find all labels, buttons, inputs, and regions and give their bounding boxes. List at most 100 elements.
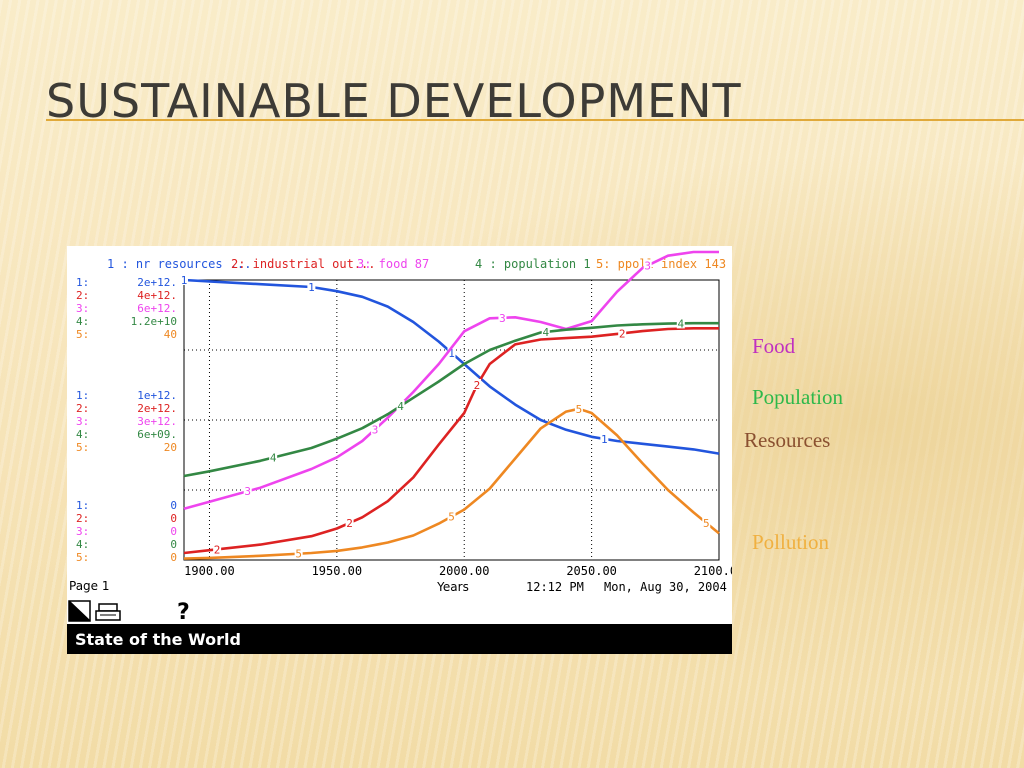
- scale-middle-label-4: 4:: [76, 428, 89, 441]
- timestamp-date: Mon, Aug 30, 2004: [604, 580, 727, 594]
- scale-bottom-label-1: 1:: [76, 499, 89, 512]
- scale-bottom-label-4: 4:: [76, 538, 89, 551]
- series-marker-pollution-0: 5: [295, 548, 302, 561]
- series-marker-resources-1: 1: [308, 281, 315, 294]
- scale-bottom: 1: 2: 3: 4: 5: 0 0 0 0 0: [76, 499, 177, 564]
- series-marker-bg-population-0: [269, 451, 278, 463]
- series-marker-bg-pollution-3: [702, 516, 711, 528]
- series-marker-food-2: 3: [499, 312, 506, 325]
- legend-entry-food: 3: food 87: [357, 257, 429, 271]
- series-marker-pollution-1: 5: [448, 511, 455, 524]
- series-marker-bg-industrial-2: [472, 379, 481, 390]
- series-marker-food-0: 3: [244, 485, 251, 498]
- side-label-pollution: Pollution: [752, 530, 830, 554]
- series-marker-population-0: 4: [270, 452, 277, 465]
- series-marker-population-1: 4: [397, 400, 404, 413]
- series-line-pollution: [183, 407, 720, 560]
- scale-bottom-label-3: 3:: [76, 525, 89, 538]
- stella-graph: 1 : nr resources ... 2: industrial out..…: [67, 250, 732, 654]
- scale-bottom-label-2: 2:: [76, 512, 89, 525]
- series-marker-bg-food-0: [243, 485, 252, 497]
- series-marker-bg-population-3: [676, 317, 685, 329]
- series-marker-pollution-3: 5: [703, 517, 710, 530]
- grid: [184, 280, 719, 560]
- series-marker-population-2: 4: [542, 326, 549, 339]
- scale-top-label-1: 1:: [76, 276, 89, 289]
- x-tick-label-2100: 2100.00: [694, 564, 732, 578]
- scale-middle-value-2: 2e+12.: [137, 402, 177, 415]
- series-marker-food-1: 3: [372, 423, 379, 436]
- scale-top-label-3: 3:: [76, 302, 89, 315]
- series-marker-industrial-2: 2: [474, 379, 481, 392]
- scale-bottom-value-4: 0: [170, 538, 177, 551]
- scale-top-value-4: 1.2e+10: [131, 315, 177, 328]
- graph-pad-icon[interactable]: [68, 600, 91, 622]
- side-label-food: Food: [752, 334, 796, 358]
- scale-top-value-3: 6e+12.: [137, 302, 177, 315]
- title-rule: [46, 119, 1024, 121]
- series-marker-bg-pollution-0: [294, 547, 303, 559]
- scale-top-value-5: 40: [164, 328, 177, 341]
- series-marker-bg-population-1: [396, 400, 405, 411]
- timestamp-time: 12:12 PM: [526, 580, 584, 594]
- scale-middle-label-5: 5:: [76, 441, 89, 454]
- legend-entry-industrial: 2: industrial out...: [231, 257, 376, 271]
- series-marker-bg-industrial-3: [618, 327, 627, 339]
- series-marker-industrial-1: 2: [346, 517, 353, 530]
- series-marker-industrial-0: 2: [214, 543, 221, 556]
- series-layer: 1 1 1 1 2 2 2 2 3 3 3 3 4 4 4 4 5 5 5 5: [180, 250, 720, 561]
- series-marker-bg-food-2: [498, 311, 507, 323]
- scale-bottom-value-5: 0: [170, 551, 177, 564]
- scale-top-label-5: 5:: [76, 328, 89, 341]
- x-tick-label-2000: 2000.00: [439, 564, 490, 578]
- side-label-resources: Resources: [744, 428, 831, 452]
- series-marker-bg-industrial-0: [213, 543, 222, 555]
- series-marker-resources-2: 1: [448, 347, 455, 360]
- scale-middle: 1: 2: 3: 4: 5: 1e+12. 2e+12. 3e+12. 6e+0…: [76, 389, 177, 454]
- scale-top-value-2: 4e+12.: [137, 289, 177, 302]
- series-line-food: [183, 250, 719, 510]
- scale-top-value-1: 2e+12.: [137, 276, 177, 289]
- series-marker-bg-industrial-1: [345, 516, 354, 528]
- series-marker-population-3: 4: [677, 317, 684, 330]
- scale-top-label-4: 4:: [76, 315, 89, 328]
- series-line-population: [183, 321, 719, 478]
- legend: 1 : nr resources ... 2: industrial out..…: [107, 257, 726, 271]
- side-label-population: Population: [752, 385, 844, 409]
- scale-bottom-value-1: 0: [170, 499, 177, 512]
- series-marker-bg-food-3: [643, 259, 652, 271]
- scale-middle-label-2: 2:: [76, 402, 89, 415]
- series-marker-bg-food-1: [371, 423, 380, 435]
- x-tick-label-2050: 2050.00: [566, 564, 617, 578]
- series-marker-bg-pollution-2: [574, 402, 583, 414]
- x-ticks: 1900.00 1950.00 2000.00 2050.00 2100.00: [184, 564, 732, 578]
- series-marker-resources-0: 1: [181, 274, 188, 287]
- scale-bottom-value-3: 0: [170, 525, 177, 538]
- status-title: State of the World: [75, 630, 241, 649]
- series-marker-resources-3: 1: [601, 433, 608, 446]
- series-marker-bg-resources-3: [600, 432, 609, 444]
- scale-middle-value-5: 20: [164, 441, 177, 454]
- scale-middle-value-1: 1e+12.: [137, 389, 177, 402]
- legend-entry-population: 4 : population 1: [475, 257, 591, 271]
- x-tick-label-1950: 1950.00: [312, 564, 363, 578]
- series-marker-food-3: 3: [644, 259, 651, 272]
- chart-panel: 1 : nr resources ... 2: industrial out..…: [67, 246, 732, 654]
- scale-top: 1: 2: 3: 4: 5: 2e+12. 4e+12. 6e+12. 1.2e…: [76, 276, 177, 341]
- scale-middle-value-4: 6e+09.: [137, 428, 177, 441]
- help-icon[interactable]: ?: [177, 600, 190, 625]
- scale-bottom-label-5: 5:: [76, 551, 89, 564]
- status-bar: [67, 624, 732, 654]
- series-line-resources: [183, 278, 720, 455]
- scale-top-label-2: 2:: [76, 289, 89, 302]
- print-icon[interactable]: [95, 603, 121, 621]
- series-marker-bg-pollution-1: [447, 510, 456, 522]
- scale-middle-label-1: 1:: [76, 389, 89, 402]
- page-label: Page 1: [69, 579, 110, 593]
- series-marker-pollution-2: 5: [576, 403, 583, 416]
- scale-bottom-value-2: 0: [170, 512, 177, 525]
- series-marker-bg-resources-2: [447, 346, 456, 358]
- legend-entry-pollution: 5: ppoll index 143: [596, 257, 726, 271]
- series-marker-bg-resources-1: [307, 281, 316, 292]
- legend-entry-resources: 1 : nr resources ...: [107, 257, 252, 271]
